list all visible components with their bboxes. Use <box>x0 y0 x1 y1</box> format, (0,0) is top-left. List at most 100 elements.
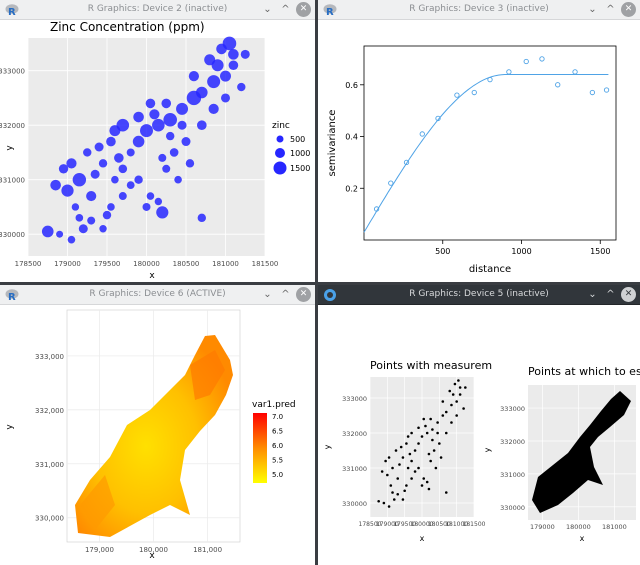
titlebar[interactable]: R R Graphics: Device 3 (inactive) ⌄ ^ ✕ <box>318 0 640 20</box>
measurement-point <box>438 442 441 445</box>
svg-text:R: R <box>8 292 16 302</box>
y-tick-label: 332000 <box>342 430 367 438</box>
x-tick-label: 179500 <box>94 260 121 268</box>
measurement-point <box>431 428 434 431</box>
chevron-up-icon[interactable]: ^ <box>281 289 290 300</box>
zinc-point <box>197 120 207 130</box>
measurement-point <box>451 393 455 396</box>
measurement-point <box>394 449 398 452</box>
close-icon[interactable]: ✕ <box>621 287 636 302</box>
r-app-icon: R <box>5 4 19 17</box>
chevron-down-icon[interactable]: ⌄ <box>263 289 272 300</box>
zinc-point <box>216 43 227 55</box>
chevron-down-icon[interactable]: ⌄ <box>263 4 272 15</box>
y-tick-label: 333,000 <box>35 353 64 361</box>
zinc-point <box>237 82 246 92</box>
measurement-point <box>377 499 380 503</box>
zinc-point <box>98 159 108 168</box>
x-tick-label: 180000 <box>411 521 434 528</box>
chevron-down-icon[interactable]: ⌄ <box>588 4 597 15</box>
chevron-up-icon[interactable]: ^ <box>606 4 615 15</box>
y-tick-label: 331000 <box>342 465 367 473</box>
zinc-point <box>174 175 182 184</box>
y-axis-label: y <box>5 424 15 430</box>
legend-label: 6.5 <box>272 428 283 436</box>
window-device-2[interactable]: R R Graphics: Device 2 (inactive) ⌄ ^ ✕ … <box>0 0 315 282</box>
zinc-point <box>169 148 179 157</box>
measurement-point <box>455 414 458 417</box>
x-axis-label: x <box>149 271 155 281</box>
measurement-point <box>389 484 393 487</box>
zinc-point <box>71 203 80 211</box>
measurement-point <box>386 473 389 477</box>
measurement-point <box>450 421 453 424</box>
measurement-point <box>436 421 439 424</box>
legend-label: 1500 <box>290 164 310 173</box>
zinc-point <box>228 49 239 60</box>
zinc-point <box>78 224 88 234</box>
chevron-up-icon[interactable]: ^ <box>281 4 290 15</box>
window-device-5[interactable]: R Graphics: Device 5 (inactive) ⌄ ^ ✕ Po… <box>318 285 640 565</box>
prediction-hotspot <box>80 475 115 530</box>
x-tick-label: 180500 <box>428 521 451 528</box>
measurement-point <box>444 431 448 435</box>
window-device-3[interactable]: R R Graphics: Device 3 (inactive) ⌄ ^ ✕ … <box>318 0 640 282</box>
variogram-chart: 500 1000 1500 0.2 0.4 0.6 distance semivarian… <box>327 45 617 275</box>
window-title: R Graphics: Device 2 (inactive) <box>87 4 228 14</box>
close-icon[interactable]: ✕ <box>621 2 636 17</box>
close-icon[interactable]: ✕ <box>296 287 311 302</box>
titlebar[interactable]: R R Graphics: Device 2 (inactive) ⌄ ^ ✕ <box>0 0 315 20</box>
zinc-point <box>146 192 155 200</box>
zinc-point <box>161 98 172 109</box>
zinc-point <box>106 136 116 147</box>
measurement-point <box>444 410 448 414</box>
measurement-point <box>427 452 431 456</box>
zinc-point <box>75 214 84 222</box>
zinc-point <box>149 109 160 120</box>
zinc-point <box>86 190 97 202</box>
zinc-point <box>72 173 87 187</box>
x-tick-label: 179000 <box>530 523 555 531</box>
titlebar[interactable]: R R Graphics: Device 6 (ACTIVE) ⌄ ^ ✕ <box>0 285 315 305</box>
measurement-point <box>380 470 384 473</box>
zinc-point <box>166 131 175 141</box>
measurement-point <box>406 435 410 438</box>
variogram-point <box>403 159 410 166</box>
y-tick-label: 0.6 <box>345 81 358 90</box>
window-device-6[interactable]: R R Graphics: Device 6 (ACTIVE) ⌄ ^ ✕ 17… <box>0 285 315 565</box>
x-tick-label: 500 <box>435 247 450 256</box>
chevron-down-icon[interactable]: ⌄ <box>588 289 597 300</box>
window-title: R Graphics: Device 5 (inactive) <box>409 289 549 299</box>
y-axis-label: y <box>323 444 332 449</box>
zinc-point <box>204 54 216 66</box>
zinc-point <box>83 148 92 157</box>
measurement-point <box>429 459 432 463</box>
chevron-up-icon[interactable]: ^ <box>606 289 615 300</box>
y-tick-label: 0.4 <box>345 133 358 142</box>
measurement-point <box>448 389 452 393</box>
y-axis-label: semivariance <box>327 110 338 177</box>
measurement-point <box>413 449 417 452</box>
zinc-point <box>118 164 128 174</box>
measurement-point <box>453 382 457 386</box>
measurement-point <box>410 459 413 463</box>
zinc-bubble-chart: Zinc Concentration (ppm) 178500 179000 179… <box>0 20 310 281</box>
measurement-point <box>429 417 432 421</box>
y-tick-label: 330000 <box>342 500 367 508</box>
svg-text:R: R <box>326 7 334 17</box>
x-axis-label: x <box>580 534 585 543</box>
chart-title: Points at which to esti <box>528 365 640 378</box>
measurement-point <box>422 477 426 480</box>
zinc-point <box>228 60 239 71</box>
measurement-point <box>420 435 424 438</box>
x-tick-label: 181000 <box>212 260 239 268</box>
color-ramp <box>253 413 267 483</box>
y-axis-label: y <box>483 447 492 452</box>
zinc-point <box>41 225 54 238</box>
close-icon[interactable]: ✕ <box>296 2 311 17</box>
y-tick-label: 332000 <box>500 438 525 446</box>
titlebar[interactable]: R Graphics: Device 5 (inactive) ⌄ ^ ✕ <box>318 285 640 305</box>
r-app-icon: R <box>323 4 337 17</box>
measurement-point <box>417 426 420 430</box>
measurement-point <box>436 431 439 435</box>
